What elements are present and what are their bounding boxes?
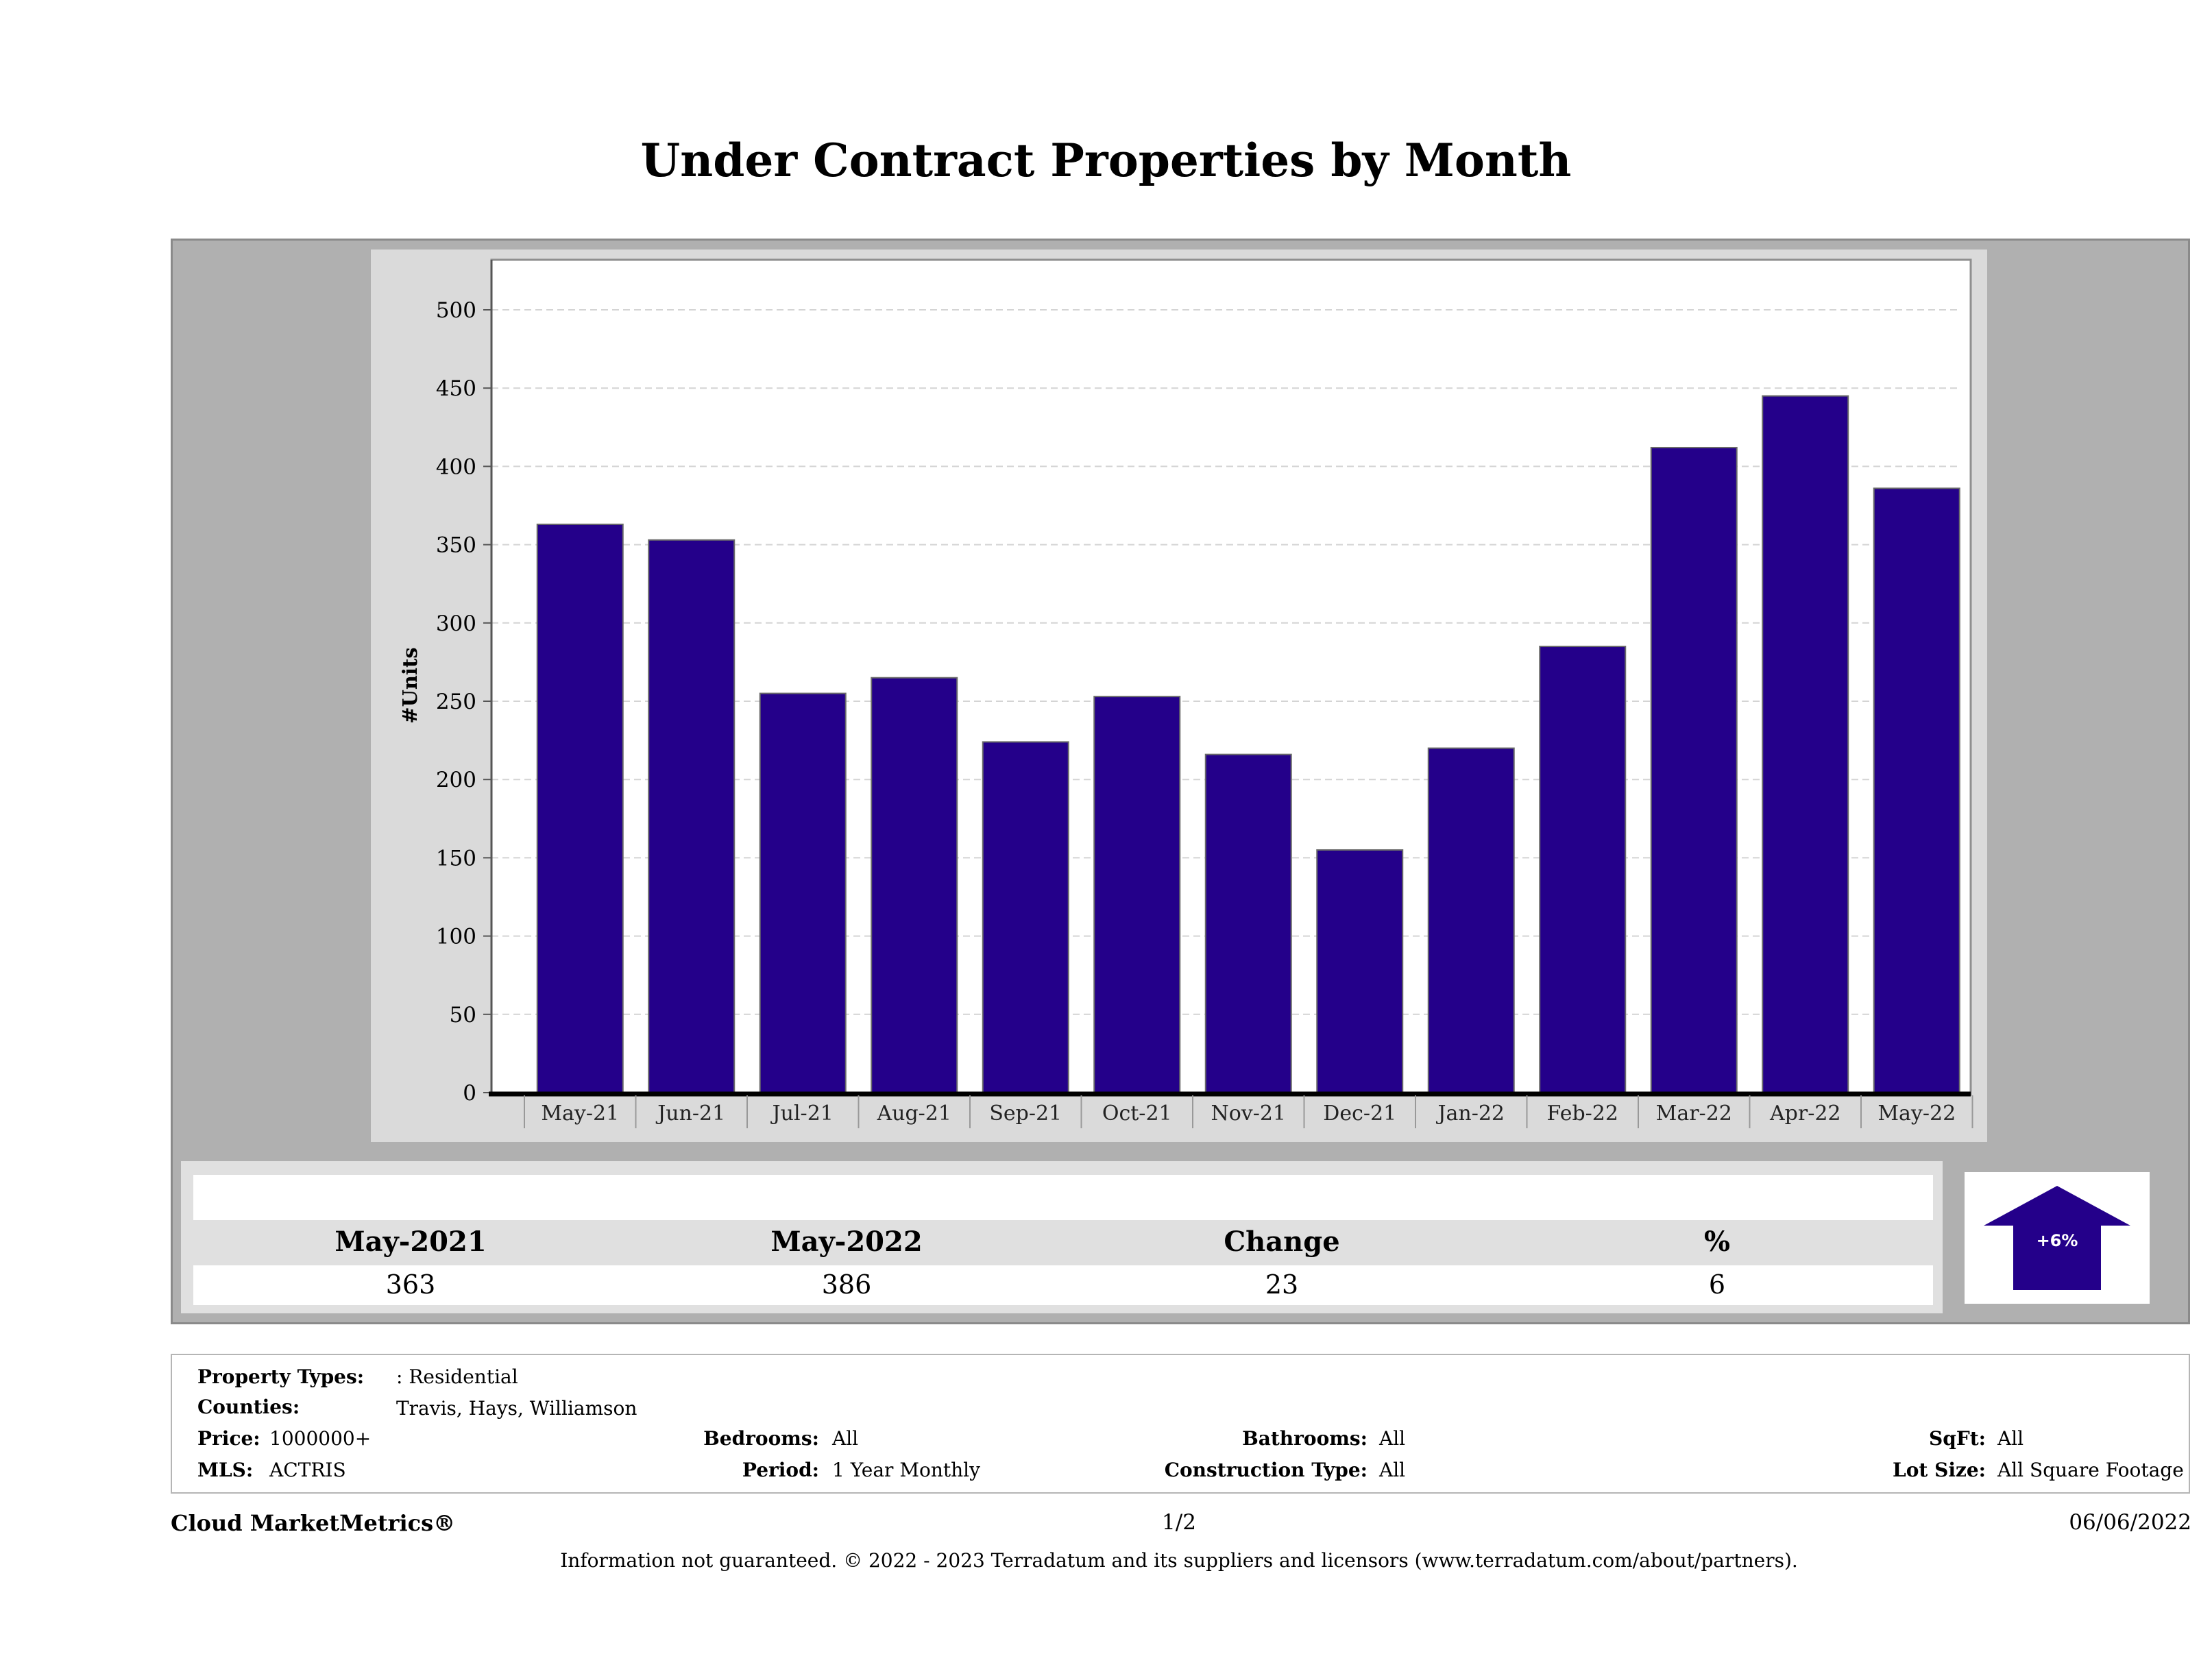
bar-chart: 0 50 100 150 200 250 300 350 400 450 500 May-21 Jun… — [398, 258, 1973, 1128]
x-tick-label: Apr-22 — [1769, 1102, 1841, 1126]
lot-size-label: Lot Size: — [1893, 1459, 1986, 1481]
summary-header-percent: % — [1703, 1226, 1730, 1258]
x-tick-label: Mar-22 — [1656, 1102, 1732, 1126]
bar-Oct-21 — [1093, 696, 1181, 1093]
disclaimer: Information not guaranteed. © 2022 - 202… — [560, 1549, 1798, 1572]
y-tick-label: 50 — [450, 1003, 476, 1028]
brand-name: Cloud MarketMetrics® — [171, 1510, 456, 1536]
y-tick-label: 200 — [436, 768, 476, 792]
summary-values-row — [193, 1265, 1933, 1305]
summary-value-start: 363 — [385, 1269, 436, 1300]
x-axis: May-21 Jun-21 Jul-21 Aug-21 Sep-21 Oct-21 Nov-… — [489, 1091, 1973, 1128]
bar-Feb-22 — [1539, 646, 1627, 1093]
mls-value: ACTRIS — [269, 1459, 346, 1481]
x-tick-label: Nov-21 — [1211, 1102, 1286, 1126]
bedrooms-label: Bedrooms: — [703, 1427, 819, 1450]
mls-label: MLS: — [197, 1459, 254, 1481]
bar-Dec-21 — [1316, 849, 1404, 1093]
bar-Apr-22 — [1762, 395, 1849, 1093]
y-tick-label: 350 — [436, 533, 476, 558]
x-tick-label: Jun-21 — [655, 1102, 725, 1126]
trend-indicator: +6% — [1965, 1172, 2150, 1304]
lot-size-value: All Square Footage — [1997, 1459, 2184, 1481]
report-date: 06/06/2022 — [2069, 1510, 2191, 1535]
bathrooms-value: All — [1379, 1427, 1406, 1450]
y-axis: 0 50 100 150 200 250 300 350 400 450 500 — [436, 260, 493, 1106]
sqft-value: All — [1997, 1427, 2024, 1450]
property-types-label: Property Types: — [197, 1365, 365, 1388]
x-tick-label: Jul-21 — [770, 1102, 834, 1126]
y-tick-label: 300 — [436, 611, 476, 636]
bars — [536, 395, 1960, 1094]
period-value: 1 Year Monthly — [832, 1459, 980, 1481]
property-types-value: : Residential — [396, 1365, 518, 1388]
bedrooms-value: All — [832, 1427, 859, 1450]
summary-header-strip — [193, 1175, 1933, 1220]
bar-Jun-21 — [648, 539, 736, 1093]
bar-Jan-22 — [1427, 747, 1515, 1094]
x-tick-label: May-22 — [1877, 1102, 1956, 1126]
summary-value-percent: 6 — [1708, 1269, 1726, 1300]
y-tick-label: 500 — [436, 298, 476, 323]
price-label: Price: — [197, 1427, 260, 1450]
bar-May-22 — [1873, 487, 1960, 1093]
bar-Jul-21 — [759, 692, 847, 1093]
bar-Mar-22 — [1650, 446, 1738, 1093]
construction-type-label: Construction Type: — [1164, 1459, 1368, 1481]
bar-Nov-21 — [1204, 753, 1292, 1093]
summary-header-start: May-2021 — [335, 1226, 487, 1258]
summary-header-end: May-2022 — [770, 1226, 923, 1258]
page-title: Under Contract Properties by Month — [640, 134, 1572, 187]
summary-header-change: Change — [1224, 1226, 1340, 1258]
counties-label: Counties: — [197, 1396, 300, 1418]
x-tick-label: Sep-21 — [989, 1102, 1062, 1126]
y-tick-label: 450 — [436, 376, 476, 401]
summary-value-end: 386 — [821, 1269, 872, 1300]
bathrooms-label: Bathrooms: — [1242, 1427, 1368, 1450]
y-tick-label: 400 — [436, 454, 476, 479]
bar-May-21 — [536, 523, 624, 1093]
bar-Aug-21 — [871, 677, 958, 1093]
x-tick-label: Dec-21 — [1323, 1102, 1396, 1126]
criteria-box — [171, 1354, 2190, 1494]
x-tick-label: Oct-21 — [1102, 1102, 1172, 1126]
x-tick-label: Feb-22 — [1547, 1102, 1618, 1126]
x-tick-label: Aug-21 — [876, 1102, 951, 1126]
y-tick-label: 250 — [436, 690, 476, 714]
y-tick-label: 0 — [463, 1081, 476, 1106]
y-axis-title: #Units — [398, 647, 422, 723]
construction-type-value: All — [1379, 1459, 1406, 1481]
counties-value: Travis, Hays, Williamson — [396, 1397, 637, 1420]
x-tick-label: Jan-22 — [1435, 1102, 1505, 1126]
sqft-label: SqFt: — [1929, 1427, 1986, 1450]
period-label: Period: — [742, 1459, 819, 1481]
x-tick-label: May-21 — [541, 1102, 619, 1126]
y-tick-label: 100 — [436, 925, 476, 949]
y-tick-label: 150 — [436, 846, 476, 871]
summary-value-change: 23 — [1265, 1269, 1299, 1300]
price-value: 1000000+ — [269, 1427, 372, 1450]
up-arrow-icon — [1984, 1186, 2130, 1290]
bar-Sep-21 — [982, 741, 1069, 1094]
page-number: 1/2 — [1162, 1510, 1196, 1535]
trend-label: +6% — [2037, 1231, 2078, 1250]
